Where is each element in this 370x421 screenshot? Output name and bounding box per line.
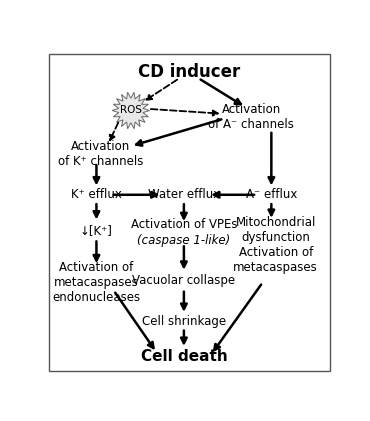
Text: A⁻ efflux: A⁻ efflux (246, 188, 297, 201)
Text: K⁺ efflux: K⁺ efflux (71, 188, 122, 201)
Text: Cell shrinkage: Cell shrinkage (142, 315, 226, 328)
Text: Cell death: Cell death (141, 349, 227, 364)
Text: ↓[K⁺]: ↓[K⁺] (80, 224, 113, 237)
Text: CD inducer: CD inducer (138, 63, 241, 80)
Text: Activation of
metacaspases
endonucleases: Activation of metacaspases endonucleases (53, 261, 141, 304)
Text: Activation
of K⁺ channels: Activation of K⁺ channels (58, 140, 144, 168)
Text: Vacuolar collaspe: Vacuolar collaspe (132, 274, 235, 287)
Text: Activation of VPEs: Activation of VPEs (131, 218, 237, 231)
Text: (caspase 1-like): (caspase 1-like) (137, 234, 231, 247)
Text: ROS: ROS (120, 106, 142, 115)
Text: Mitochondrial
dysfunction
Activation of
metacaspases: Mitochondrial dysfunction Activation of … (233, 216, 318, 274)
Polygon shape (112, 92, 149, 129)
Text: Activation
of A⁻ channels: Activation of A⁻ channels (208, 103, 294, 131)
Text: Water efflux: Water efflux (148, 188, 220, 201)
